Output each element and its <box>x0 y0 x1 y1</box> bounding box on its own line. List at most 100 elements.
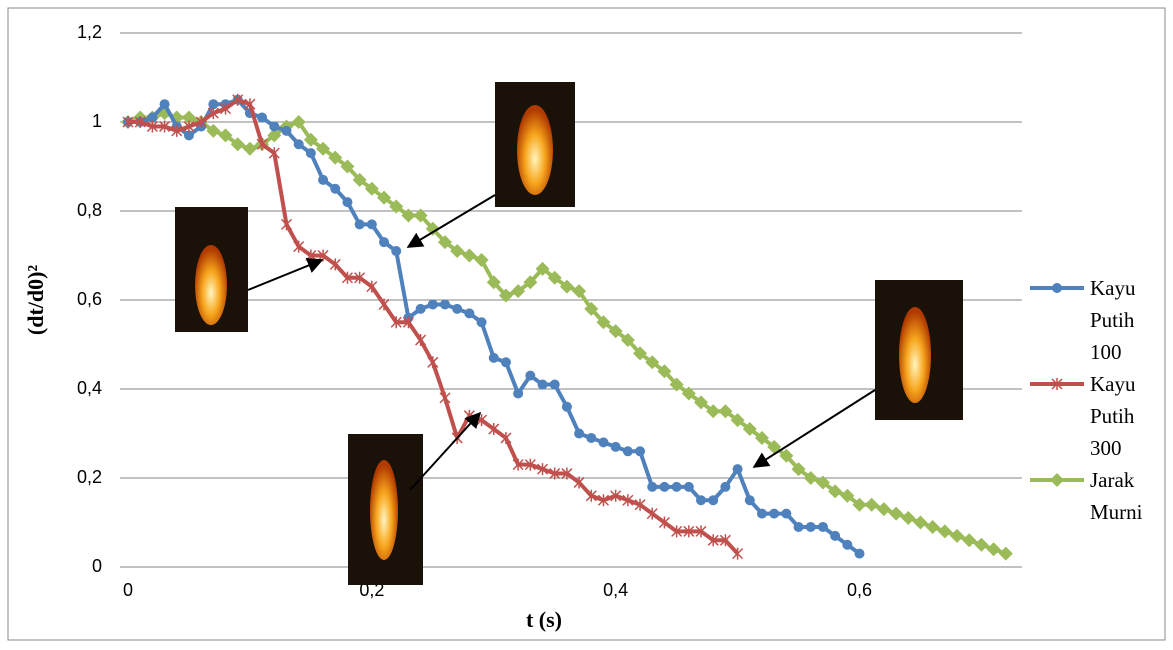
data-point <box>611 442 621 452</box>
data-point <box>477 317 487 327</box>
data-point <box>926 520 940 534</box>
data-point <box>635 446 645 456</box>
data-point <box>550 380 560 390</box>
data-point <box>781 509 791 519</box>
data-point <box>720 482 730 492</box>
data-point <box>938 524 952 538</box>
y-tick-label: 0 <box>92 556 102 576</box>
data-point <box>243 142 257 156</box>
data-point <box>950 529 964 543</box>
data-point <box>769 509 779 519</box>
data-point <box>806 522 816 532</box>
flame-photos <box>175 82 963 585</box>
data-point <box>281 218 291 230</box>
legend-label: Jarak Murni <box>1090 464 1160 528</box>
data-point <box>708 495 718 505</box>
data-point <box>367 281 377 293</box>
data-point <box>855 549 865 559</box>
data-point <box>999 547 1013 561</box>
data-point <box>842 540 852 550</box>
x-axis-label: t (s) <box>526 607 562 632</box>
data-point <box>865 498 879 512</box>
data-point <box>501 357 511 367</box>
data-point <box>269 121 279 131</box>
data-point <box>428 299 438 309</box>
y-tick-label: 0,2 <box>77 467 102 487</box>
data-point <box>684 482 694 492</box>
legend-label: Kayu Putih 300 <box>1090 368 1160 464</box>
data-point <box>342 197 352 207</box>
data-point <box>794 522 804 532</box>
data-point <box>489 353 499 363</box>
page: t (s) (dt/d0)² 00,20,40,60,811,200,20,40… <box>0 0 1173 650</box>
data-point <box>294 241 304 253</box>
legend-label: Kayu Putih 100 <box>1090 272 1160 368</box>
data-point <box>733 464 743 474</box>
data-point <box>538 380 548 390</box>
data-point <box>525 371 535 381</box>
data-point <box>306 148 316 158</box>
data-point <box>294 139 304 149</box>
data-point <box>659 482 669 492</box>
data-point <box>586 433 596 443</box>
data-point <box>330 184 340 194</box>
data-point <box>913 516 927 530</box>
data-point <box>269 147 279 159</box>
data-point <box>574 429 584 439</box>
data-point <box>672 482 682 492</box>
data-point <box>647 482 657 492</box>
data-point <box>696 495 706 505</box>
data-point <box>877 502 891 516</box>
y-tick-label: 0,4 <box>77 378 102 398</box>
legend <box>1030 283 1084 487</box>
data-point <box>901 511 915 525</box>
data-point <box>257 113 267 123</box>
data-point <box>598 437 608 447</box>
data-point <box>818 522 828 532</box>
legend-marker <box>1050 473 1064 487</box>
data-point <box>574 476 584 488</box>
data-point <box>513 388 523 398</box>
data-point <box>379 237 389 247</box>
data-point <box>416 304 426 314</box>
data-point <box>330 258 340 270</box>
data-point <box>987 542 1001 556</box>
data-point <box>562 402 572 412</box>
data-point <box>757 509 767 519</box>
y-tick-label: 0,8 <box>77 200 102 220</box>
data-point <box>889 507 903 521</box>
data-point <box>745 495 755 505</box>
data-point <box>501 432 511 444</box>
x-tick-label: 0 <box>123 580 133 600</box>
data-point <box>489 423 499 435</box>
data-point <box>452 304 462 314</box>
annotation-arrows <box>248 195 875 490</box>
data-point <box>355 219 365 229</box>
data-point <box>647 508 657 520</box>
data-point <box>733 548 743 560</box>
data-point <box>974 538 988 552</box>
x-tick-label: 0,4 <box>603 580 628 600</box>
y-tick-label: 1 <box>92 111 102 131</box>
data-point <box>962 533 976 547</box>
data-point <box>440 299 450 309</box>
data-point <box>659 517 669 529</box>
y-axis-label: (dt/d0)² <box>23 265 48 336</box>
data-point <box>367 219 377 229</box>
data-point <box>462 249 476 263</box>
chart: t (s) (dt/d0)² 00,20,40,60,811,200,20,40… <box>0 0 1173 650</box>
data-point <box>440 392 450 404</box>
data-point <box>160 99 170 109</box>
y-tick-label: 0,6 <box>77 289 102 309</box>
data-point <box>318 175 328 185</box>
data-point <box>416 334 426 346</box>
data-point <box>830 531 840 541</box>
data-point <box>623 446 633 456</box>
y-tick-label: 1,2 <box>77 22 102 42</box>
data-point <box>428 356 438 368</box>
data-point <box>391 246 401 256</box>
data-point <box>464 308 474 318</box>
legend-marker <box>1052 283 1062 293</box>
x-tick-label: 0,6 <box>847 580 872 600</box>
data-point <box>379 298 389 310</box>
